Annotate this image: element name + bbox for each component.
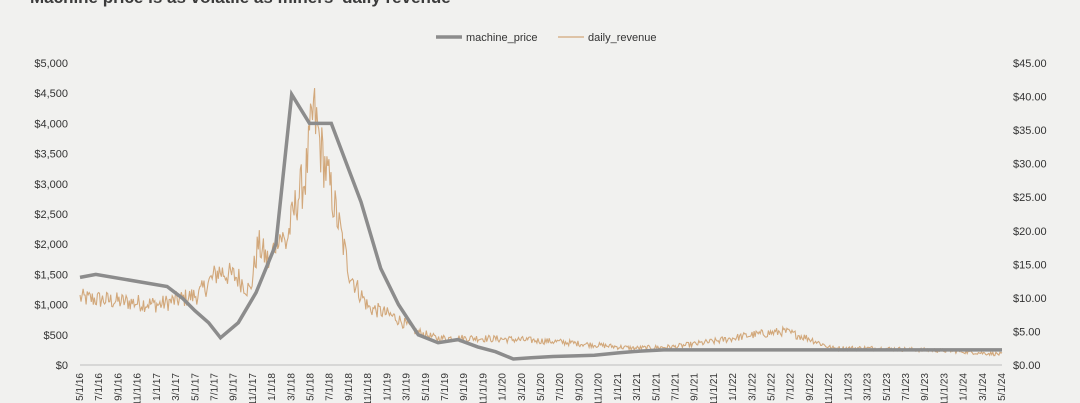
x-axis-tick-label: 11/1/23 — [939, 373, 950, 403]
x-axis-tick-label: 1/1/19 — [382, 373, 393, 401]
x-axis: 5/1/16 7/1/16 9/1/16 11/1/16 1/1/17 3/1/17 5/1… — [75, 364, 1008, 403]
left-axis-tick-label: $3,000 — [34, 179, 68, 191]
x-axis-tick-label: 11/1/21 — [709, 373, 720, 403]
x-axis-tick-label: 11/1/20 — [594, 373, 605, 403]
series-line-machine-price — [79, 89, 1002, 361]
x-axis-tick-label: 11/1/16 — [133, 373, 144, 403]
right-axis-tick-label: $45.00 — [1013, 58, 1047, 70]
x-axis-tick-label: 9/1/22 — [805, 373, 816, 401]
x-axis-tick-label: 3/1/18 — [286, 373, 297, 401]
left-axis-tick-label: $2,000 — [34, 239, 68, 251]
x-axis-tick-label: 1/1/22 — [728, 373, 739, 401]
left-axis-tick-label: $4,000 — [34, 118, 68, 130]
right-axis-tick-label: $30.00 — [1013, 159, 1047, 171]
x-axis-tick-label: 11/1/19 — [478, 373, 489, 403]
x-axis-tick-label: 1/1/18 — [267, 373, 278, 401]
x-axis-tick-label: 5/1/23 — [882, 373, 893, 401]
x-axis-tick-label: 5/1/18 — [306, 373, 317, 401]
right-axis-tick-label: $35.00 — [1013, 125, 1047, 137]
x-axis-tick-label: 3/1/24 — [978, 373, 989, 401]
x-axis-tick-label: 7/1/23 — [901, 373, 912, 401]
x-axis-tick-label: 9/1/21 — [690, 373, 701, 401]
x-axis-tick-label: 7/1/19 — [440, 373, 451, 401]
chart-title: Machine price is as volatile as miners' … — [30, 0, 451, 8]
x-axis-tick-label: 1/1/17 — [152, 373, 163, 401]
x-axis-tick-label: 3/1/17 — [171, 373, 182, 401]
x-axis-tick-label: 5/1/20 — [536, 373, 547, 401]
legend: machine_price daily_revenue — [436, 32, 657, 44]
right-axis-tick-label: $25.00 — [1013, 192, 1047, 204]
x-axis-tick-label: 5/1/24 — [997, 373, 1008, 401]
right-axis-tick-label: $15.00 — [1013, 259, 1047, 271]
x-axis-tick-label: 9/1/18 — [344, 373, 355, 401]
left-axis-tick-label: $2,500 — [34, 209, 68, 221]
x-axis-tick-label: 3/1/22 — [747, 373, 758, 401]
x-axis-tick-label: 3/1/20 — [517, 373, 528, 401]
right-axis-tick-label: $0.00 — [1013, 360, 1041, 372]
legend-label-daily-revenue: daily_revenue — [588, 32, 657, 44]
x-axis-tick-label: 1/1/24 — [959, 373, 970, 401]
x-axis-tick-label: 7/1/20 — [555, 373, 566, 401]
x-axis-tick-label: 9/1/16 — [113, 373, 124, 401]
x-axis-tick-label: 7/1/16 — [94, 373, 105, 401]
x-axis-tick-label: 7/1/18 — [325, 373, 336, 401]
left-axis-tick-label: $4,500 — [34, 88, 68, 100]
x-axis-tick-label: 5/1/21 — [651, 373, 662, 401]
right-axis-tick-label: $20.00 — [1013, 226, 1047, 238]
left-axis: $0 $500 $1,000 $1,500 $2,000 $2,500 $3,000 $3,5… — [34, 58, 68, 372]
left-axis-tick-label: $3,500 — [34, 149, 68, 161]
x-axis-tick-label: 9/1/17 — [229, 373, 240, 401]
x-axis-tick-label: 9/1/19 — [459, 373, 470, 401]
x-axis-tick-label: 7/1/21 — [670, 373, 681, 401]
x-axis-tick-label: 9/1/20 — [574, 373, 585, 401]
x-axis-tick-label: 11/1/17 — [248, 373, 259, 403]
series-layer — [79, 88, 1003, 361]
right-axis-tick-label: $5.00 — [1013, 326, 1041, 338]
x-axis-tick-label: 5/1/17 — [190, 373, 201, 401]
x-axis-tick-label: 5/1/16 — [75, 373, 86, 401]
x-axis-tick-label: 3/1/21 — [632, 373, 643, 401]
x-axis-tick-label: 1/1/23 — [843, 373, 854, 401]
left-axis-tick-label: $5,000 — [34, 58, 68, 70]
left-axis-tick-label: $500 — [44, 330, 68, 342]
right-axis: $0.00 $5.00 $10.00 $15.00 $20.00 $25.00 $30.00… — [1013, 58, 1047, 372]
right-axis-tick-label: $40.00 — [1013, 92, 1047, 104]
x-axis-tick-label: 3/1/19 — [402, 373, 413, 401]
x-axis-tick-label: 11/1/18 — [363, 373, 374, 403]
x-axis-tick-label: 5/1/22 — [767, 373, 778, 401]
series-line-daily-revenue — [79, 88, 1003, 357]
left-axis-tick-label: $0 — [56, 360, 68, 372]
x-axis-tick-label: 11/1/22 — [824, 373, 835, 403]
right-axis-tick-label: $10.00 — [1013, 293, 1047, 305]
x-axis-tick-label: 7/1/17 — [209, 373, 220, 401]
x-axis-tick-label: 1/1/21 — [613, 373, 624, 401]
x-axis-tick-label: 7/1/22 — [786, 373, 797, 401]
legend-label-machine-price: machine_price — [466, 32, 538, 44]
x-axis-tick-label: 1/1/20 — [498, 373, 509, 401]
left-axis-tick-label: $1,500 — [34, 269, 68, 281]
x-axis-tick-label: 9/1/23 — [920, 373, 931, 401]
left-axis-tick-label: $1,000 — [34, 300, 68, 312]
x-axis-tick-label: 3/1/23 — [863, 373, 874, 401]
x-axis-tick-label: 5/1/19 — [421, 373, 432, 401]
